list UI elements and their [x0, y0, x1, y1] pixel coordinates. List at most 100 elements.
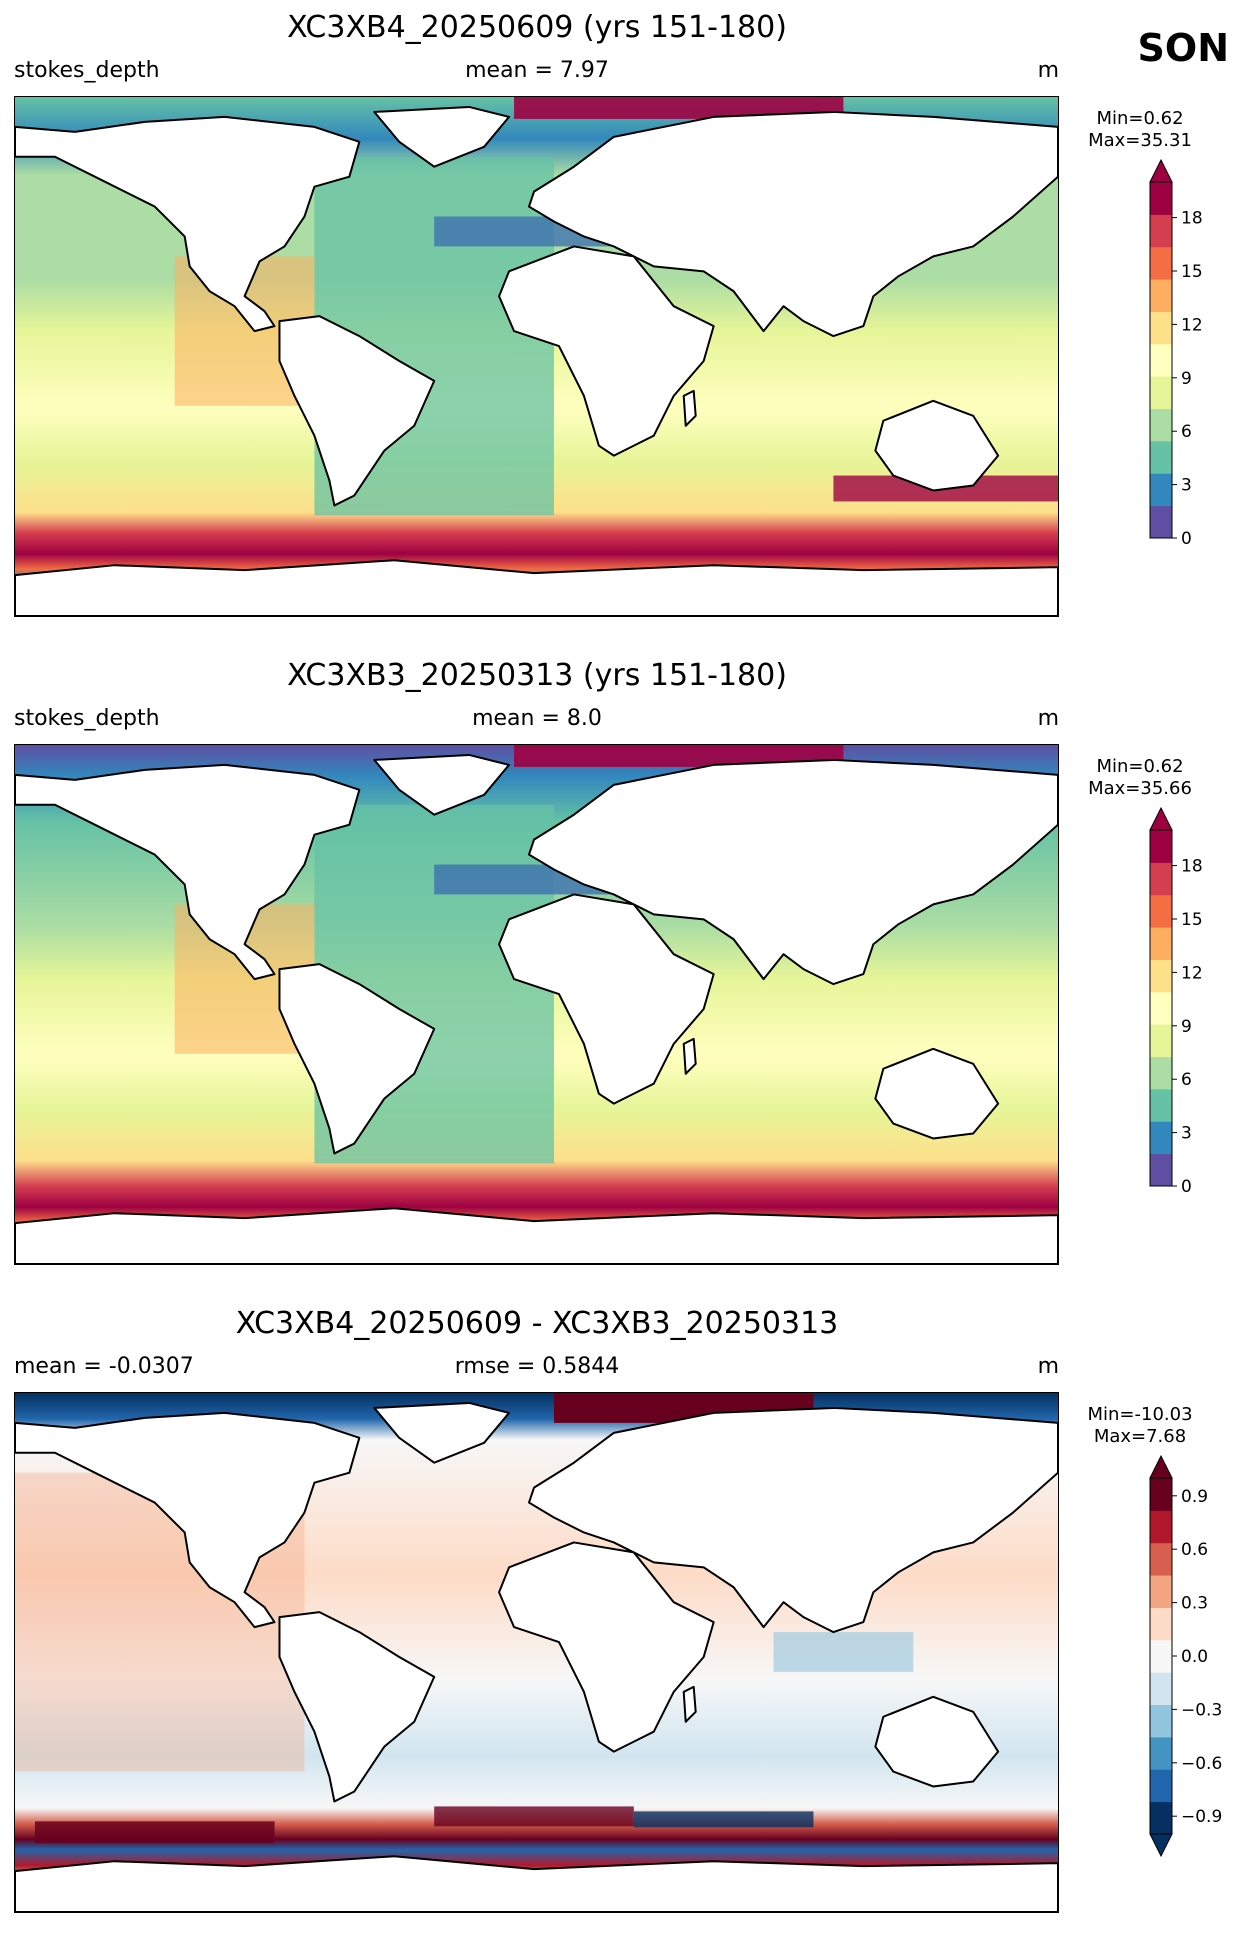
colorbar-extend-max [1149, 158, 1173, 183]
panel-2-colorbar: 0 3 6 9 12 15 18 [1149, 806, 1240, 1208]
africa-landmass [498, 245, 715, 457]
colorbar-tick-label: 0.0 [1181, 1647, 1208, 1667]
north-america-landmass [15, 1411, 361, 1629]
colorbar-segment [1150, 1801, 1172, 1835]
colorbar-tick-label: 0 [1181, 529, 1192, 549]
colorbar-segment [1150, 1672, 1172, 1706]
colorbar-segment [1150, 927, 1172, 960]
colorbar-segment [1150, 1607, 1172, 1641]
colorbar-outline [1149, 829, 1173, 1187]
colorbar-segment [1150, 505, 1172, 539]
eurasia-landmass [528, 758, 1058, 986]
continents [15, 753, 1058, 1264]
colorbar-tick-label: 6 [1181, 422, 1192, 442]
colorbar-segment [1150, 1542, 1172, 1576]
colorbar-extend-max [1149, 806, 1173, 831]
colorbar-extend-max [1149, 1454, 1173, 1479]
panel-1-min-label: Min=0.62 [1096, 108, 1184, 129]
panel-3-mean-label: mean = -0.0307 [14, 1354, 194, 1379]
panel-1-units-label: m [1037, 58, 1059, 83]
colorbar-tick-label: 12 [1181, 963, 1203, 983]
panel-3-rmse-label: rmse = 0.5844 [454, 1354, 620, 1379]
colorbar-segment [1150, 473, 1172, 507]
madagascar-landmass [682, 1037, 697, 1075]
colorbar-tick-label: 0.3 [1181, 1594, 1208, 1614]
colorbar-segment [1150, 1024, 1172, 1058]
colorbar-tick-label: 9 [1181, 1017, 1192, 1037]
antarctica-landmass [15, 1855, 1058, 1912]
colorbar-segment [1150, 1153, 1172, 1187]
colorbar-segment [1150, 408, 1172, 442]
colorbar-tick-label: 0.6 [1181, 1540, 1208, 1560]
panel-1-colorbar: 0 3 6 9 12 15 18 [1149, 158, 1240, 560]
panel-2-variable-label: stokes_depth [14, 706, 160, 731]
antarctica-landmass [15, 1207, 1058, 1264]
greenland-landmass [373, 753, 511, 816]
colorbar-segment [1150, 1575, 1172, 1608]
panel-3-units-label: m [1037, 1354, 1059, 1379]
colorbar-segment [1150, 1704, 1172, 1738]
north-america-landmass [15, 115, 361, 333]
colorbar-tick-label: 6 [1181, 1070, 1192, 1090]
panel-1-mean-label: mean = 7.97 [465, 58, 609, 83]
colorbar-segment [1150, 343, 1172, 377]
panel-1-variable-label: stokes_depth [14, 58, 160, 83]
colorbar-segment [1150, 1510, 1172, 1544]
colorbar-tick-label: 12 [1181, 315, 1203, 335]
panel-3-colorbar: −0.9 −0.6 −0.3 0.0 0.3 0.6 0.9 [1149, 1454, 1240, 1858]
panel-2-max-label: Max=35.66 [1088, 778, 1192, 799]
colorbar-segment [1150, 214, 1172, 248]
colorbar-tick-label: 0 [1181, 1177, 1192, 1197]
colorbar-segment [1150, 830, 1172, 863]
colorbar-segment [1150, 1056, 1172, 1090]
colorbar-tick-label: 3 [1181, 1124, 1192, 1144]
africa-landmass [498, 1541, 715, 1753]
antarctica-landmass [15, 559, 1058, 616]
south-america-landmass [278, 963, 436, 1155]
colorbar-tick-label: 0.9 [1181, 1487, 1208, 1507]
colorbar-segment [1150, 279, 1172, 312]
colorbar-tick-label: 3 [1181, 476, 1192, 496]
colorbar-extend-min [1149, 1833, 1173, 1858]
colorbar-tick-label: 9 [1181, 369, 1192, 389]
greenland-landmass [373, 105, 511, 168]
continents [15, 105, 1058, 616]
australia-landmass [874, 399, 1000, 492]
panel-3-title: XC3XB4_20250609 - XC3XB3_20250313 [235, 1306, 839, 1341]
panel-3-max-label: Max=7.68 [1093, 1426, 1187, 1447]
madagascar-landmass [682, 389, 697, 427]
colorbar-segment [1150, 311, 1172, 345]
colorbar-tick-label: 15 [1181, 262, 1203, 282]
south-america-landmass [278, 315, 436, 507]
australia-landmass [874, 1695, 1000, 1788]
season-label: SON [1137, 26, 1229, 70]
colorbar-tick-label: 18 [1181, 857, 1203, 877]
eurasia-landmass [528, 1406, 1058, 1634]
australia-landmass [874, 1047, 1000, 1140]
panel-2-map [14, 744, 1059, 1265]
colorbar-tick-label: −0.9 [1181, 1807, 1222, 1827]
colorbar-segment [1150, 1121, 1172, 1155]
colorbar-tick-label: −0.3 [1181, 1700, 1222, 1720]
panel-3-min-label: Min=-10.03 [1087, 1404, 1193, 1425]
colorbar-tick-label: 15 [1181, 910, 1203, 930]
continents [15, 1401, 1058, 1912]
colorbar-segment [1150, 246, 1172, 280]
panel-1-map [14, 96, 1059, 617]
colorbar-segment [1150, 894, 1172, 928]
colorbar-segment [1150, 1769, 1172, 1803]
colorbar-segment [1150, 959, 1172, 993]
colorbar-segment [1150, 1639, 1172, 1673]
panel-2-mean-label: mean = 8.0 [472, 706, 602, 731]
colorbar-segment [1150, 182, 1172, 215]
greenland-landmass [373, 1401, 511, 1464]
colorbar-segment [1150, 991, 1172, 1025]
panel-1-max-label: Max=35.31 [1088, 130, 1192, 151]
panel-2-min-label: Min=0.62 [1096, 756, 1184, 777]
panel-2-units-label: m [1037, 706, 1059, 731]
panel-2-title: XC3XB3_20250313 (yrs 151-180) [287, 658, 787, 693]
south-america-landmass [278, 1611, 436, 1803]
madagascar-landmass [682, 1685, 697, 1723]
colorbar-segment [1150, 1478, 1172, 1511]
panel-3-map [14, 1392, 1059, 1913]
